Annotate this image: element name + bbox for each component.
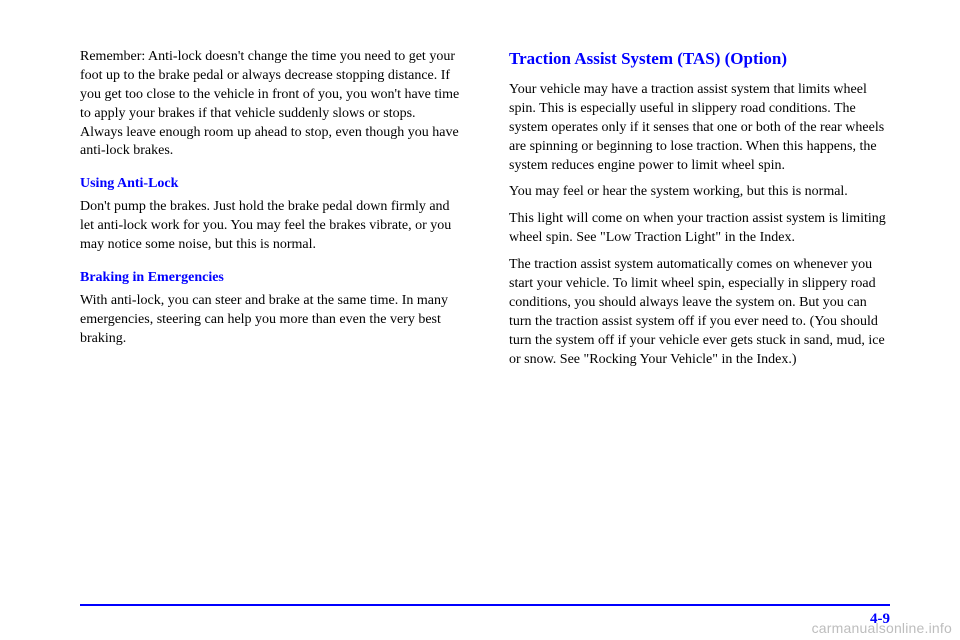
heading-traction-assist-system: Traction Assist System (TAS) (Option) bbox=[509, 48, 890, 71]
body-text: Don't pump the brakes. Just hold the bra… bbox=[80, 198, 461, 255]
right-column: Traction Assist System (TAS) (Option) Yo… bbox=[509, 48, 890, 377]
heading-braking-in-emergencies: Braking in Emergencies bbox=[80, 269, 461, 288]
page: Remember: Anti-lock doesn't change the t… bbox=[0, 0, 960, 640]
watermark: carmanualsonline.info bbox=[812, 620, 952, 636]
footer-rule bbox=[80, 604, 890, 606]
body-text: With anti-lock, you can steer and brake … bbox=[80, 292, 461, 349]
body-text: The traction assist system automatically… bbox=[509, 256, 890, 369]
columns: Remember: Anti-lock doesn't change the t… bbox=[80, 48, 890, 377]
body-text: You may feel or hear the system working,… bbox=[509, 183, 890, 202]
left-column: Remember: Anti-lock doesn't change the t… bbox=[80, 48, 461, 377]
body-text: Remember: Anti-lock doesn't change the t… bbox=[80, 48, 461, 161]
body-text: Your vehicle may have a traction assist … bbox=[509, 81, 890, 175]
heading-using-anti-lock: Using Anti-Lock bbox=[80, 175, 461, 194]
body-text: This light will come on when your tracti… bbox=[509, 210, 890, 248]
